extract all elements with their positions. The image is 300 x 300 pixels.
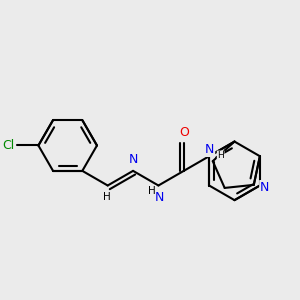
Text: H: H <box>148 186 155 196</box>
Text: N: N <box>260 181 269 194</box>
Text: H: H <box>217 151 224 160</box>
Text: N: N <box>129 152 138 166</box>
Text: H: H <box>103 192 110 202</box>
Text: Cl: Cl <box>2 139 14 152</box>
Text: O: O <box>179 126 189 139</box>
Text: N: N <box>154 191 164 204</box>
Text: N: N <box>205 143 214 156</box>
